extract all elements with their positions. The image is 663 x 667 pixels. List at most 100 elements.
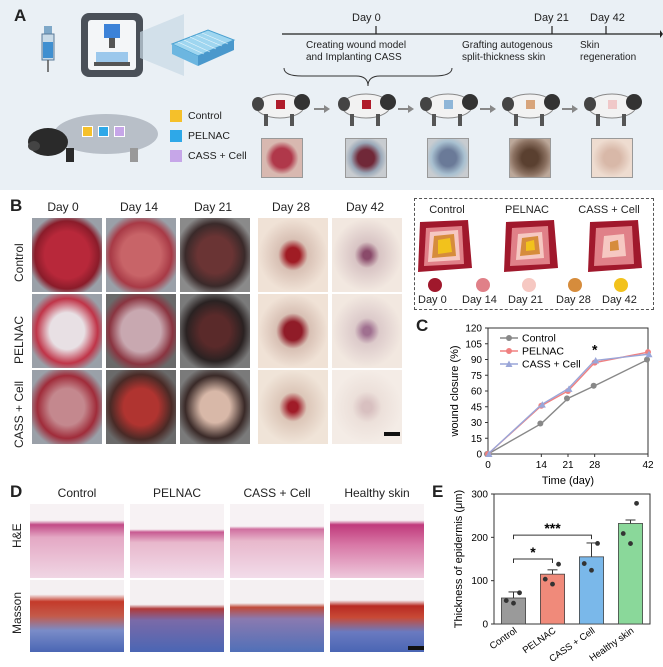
wound-schematic-box <box>414 198 654 310</box>
thumb-day0 <box>261 138 303 178</box>
he-cass <box>230 504 324 578</box>
chart-c-ytick-label: 105 <box>465 339 482 350</box>
scale-bar-d <box>408 646 424 650</box>
he-healthy <box>330 504 424 578</box>
chart-c-xtick-label: 42 <box>642 460 654 471</box>
chart-e-xtick-label: Control <box>488 625 519 652</box>
legend-swatch-pelnac <box>170 130 182 142</box>
legend-swatch-control <box>170 110 182 122</box>
col-day28: Day 28 <box>271 200 311 214</box>
chart-c-point <box>592 357 600 364</box>
syringe-icon <box>41 26 55 72</box>
chart-c-ylabel: wound closure (%) <box>449 345 461 437</box>
chart-c-legend-marker <box>506 348 512 354</box>
chart-e-datapoint <box>628 541 633 546</box>
chart-e-ytick-label: 0 <box>482 620 488 631</box>
chart-c-xtick-label: 0 <box>485 460 491 471</box>
pig-site-control <box>82 126 93 137</box>
chart-e-sig-bracket <box>513 558 553 563</box>
chart-e-ylabel: Thickness of epidermis (μm) <box>453 490 465 628</box>
chart-c-legend-label: PELNAC <box>522 346 564 358</box>
thumb-graft <box>509 138 551 178</box>
epidermis-thickness-chart: 0 100 200 300 Thickness of epidermis (μm) Con… <box>453 490 651 665</box>
chart-e-bar <box>540 573 565 625</box>
wound-closure-chart: 0 15 30 45 60 75 90 105 120 0 14 21 28 42 Time (day) wo… <box>449 324 654 488</box>
row-pelnac: PELNAC <box>12 315 26 364</box>
photo-control-day14 <box>106 218 176 292</box>
chart-e-datapoint <box>511 600 516 606</box>
chart-c-point <box>564 395 570 402</box>
photo-pelnac-day28 <box>258 294 328 368</box>
timeline-step-3: Skin regeneration <box>580 40 637 63</box>
chart-c-xtick-label: 21 <box>562 460 574 471</box>
histo-row-he: H&E <box>10 523 24 548</box>
panel-letter-e: E <box>432 482 444 501</box>
panel-letter-a: A <box>14 6 27 25</box>
chart-e-ytick-label: 200 <box>471 533 488 544</box>
panel-letter-d: D <box>10 482 23 501</box>
histo-col-healthy: Healthy skin <box>344 486 410 500</box>
timeline <box>282 26 663 38</box>
chart-e-datapoint <box>620 531 626 536</box>
chart-c-ytick-label: 15 <box>471 434 483 445</box>
schem-dot-day14 <box>476 278 490 292</box>
photo-control-day28 <box>258 218 328 292</box>
chart-c-point <box>590 382 597 389</box>
col-day0: Day 0 <box>47 200 79 214</box>
chart-c-significance: * <box>592 341 598 357</box>
masson-healthy <box>330 580 424 652</box>
pig-illustration <box>28 114 158 162</box>
chart-c-point <box>537 420 544 427</box>
chart-c-ytick-label: 45 <box>471 402 483 413</box>
legend-label-cass: CASS + Cell <box>188 150 247 162</box>
projection-beam <box>140 14 184 76</box>
histo-col-control: Control <box>57 486 97 500</box>
bioprinter-icon <box>81 13 143 77</box>
schem-dot-day0 <box>428 278 442 292</box>
schem-title-pelnac: PELNAC <box>504 204 550 216</box>
schem-label-day28: Day 28 <box>556 294 591 306</box>
histo-col-cass: CASS + Cell <box>243 486 311 500</box>
schem-dot-day21 <box>522 278 536 292</box>
chart-c-xtick-label: 14 <box>536 460 548 471</box>
chart-e-datapoint <box>595 541 600 546</box>
timeline-day-0: Day 0 <box>352 12 381 24</box>
chart-c-point <box>538 401 546 408</box>
photo-control-day21 <box>180 218 250 292</box>
chart-c-xtick-label: 28 <box>589 460 601 471</box>
chart-e-datapoint <box>542 576 548 582</box>
schem-label-day0: Day 0 <box>418 294 447 306</box>
histo-col-pelnac: PELNAC <box>152 486 202 500</box>
pig-site-pelnac <box>98 126 109 137</box>
chart-c-ytick-label: 30 <box>471 418 483 429</box>
chart-e-bar <box>579 556 604 625</box>
masson-cass <box>230 580 324 652</box>
photo-pelnac-day21 <box>180 294 250 368</box>
chart-c-point <box>485 450 493 457</box>
panel-a: A Day 0 Day 21 Day 4 <box>0 0 663 190</box>
chart-e-datapoint <box>550 581 555 587</box>
chart-c-point <box>565 385 573 392</box>
pig-site-cass <box>114 126 125 137</box>
chart-c-legend-label: CASS + Cell <box>522 359 581 371</box>
scale-bar-b <box>384 432 400 436</box>
photo-control-day42 <box>332 218 402 292</box>
wound-schematics <box>418 220 642 272</box>
scaffold-icon <box>170 29 236 66</box>
photo-pelnac-day42 <box>332 294 402 368</box>
photo-cass-day21 <box>180 370 250 444</box>
chart-e-bar <box>618 523 643 625</box>
chart-c-ytick-label: 0 <box>476 450 482 461</box>
row-cass: CASS + Cell <box>12 380 26 448</box>
panel-letter-c: C <box>416 316 429 335</box>
chart-c-series-line <box>487 358 649 455</box>
panel-letter-b: B <box>10 196 23 215</box>
schem-dot-day42 <box>614 278 628 292</box>
chart-c-ytick-label: 60 <box>471 387 483 398</box>
chart-e-datapoint <box>503 598 509 603</box>
chart-e-datapoint <box>634 500 639 506</box>
chart-e-sig-label: *** <box>544 520 561 536</box>
photo-cass-day0 <box>32 370 102 444</box>
photo-control-day0 <box>32 218 102 292</box>
chart-c-ytick-label: 90 <box>471 355 483 366</box>
